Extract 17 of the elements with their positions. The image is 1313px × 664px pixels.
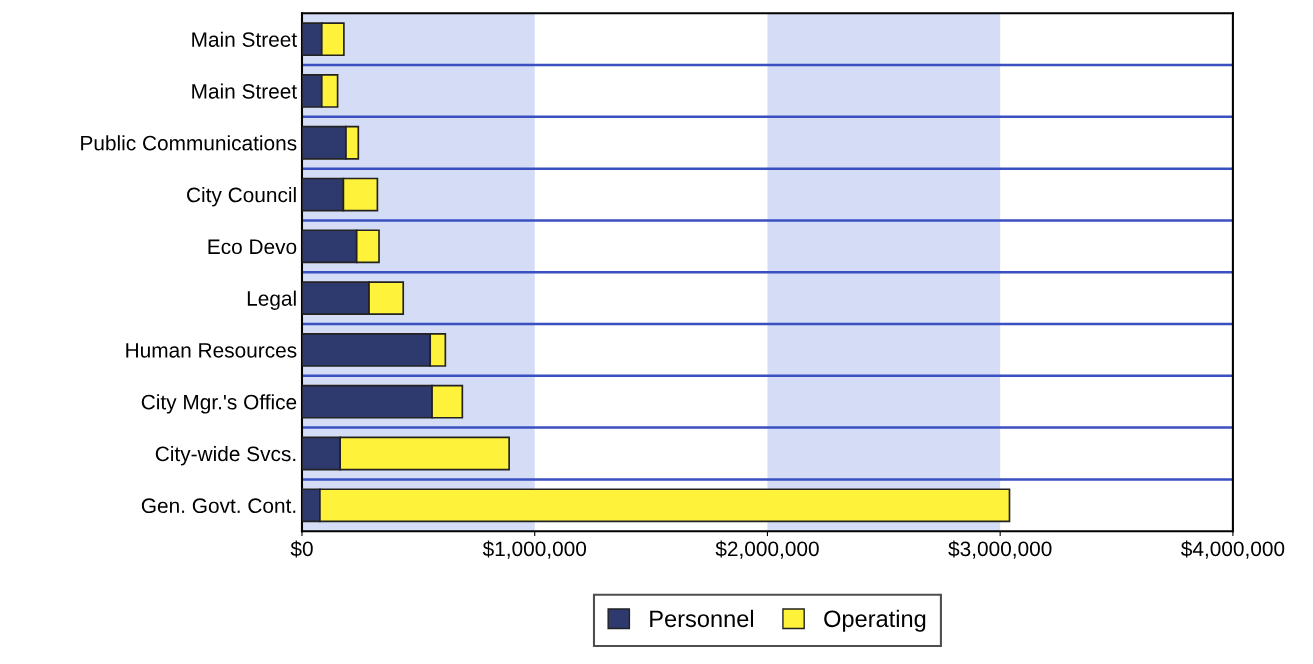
x-tick-label: $3,000,000	[948, 540, 1052, 559]
y-tick-label: Gen. Govt. Cont.	[141, 498, 296, 514]
x-tick-label: $1,000,000	[482, 540, 587, 559]
y-tick-label: City-wide Svcs.	[155, 445, 296, 466]
y-tick-label: City Mgr.'s Office	[141, 394, 297, 414]
y-tick-label: Eco Devo	[208, 239, 297, 255]
y-tick-label: Main Street	[192, 31, 297, 47]
x-tick-label: $4,000,000	[1181, 540, 1285, 559]
y-tick-label: Human Resources	[126, 343, 297, 358]
legend-label: Personnel	[650, 609, 754, 628]
x-tick-label: $0	[290, 540, 313, 558]
legend-label: Operating	[824, 609, 926, 632]
y-tick-label: Main Street	[192, 83, 297, 99]
y-tick-label: City Council	[187, 187, 296, 207]
x-tick-label: $2,000,000	[715, 540, 819, 559]
y-tick-label: Legal	[247, 290, 296, 311]
y-tick-label: Public Communications	[81, 135, 297, 151]
